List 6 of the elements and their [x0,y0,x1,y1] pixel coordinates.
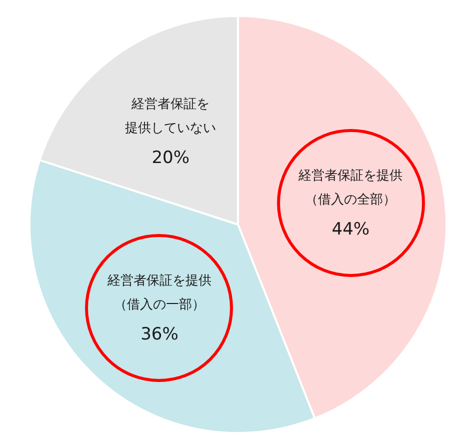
slice-label: 経営者保証を提供していない [125,97,216,136]
data-label: 36% [140,324,178,345]
slice-label: 経営者保証を提供（借入の一部） [106,273,212,312]
data-label: 44% [332,219,370,240]
slice-label: 経営者保証を提供（借入の全部） [298,168,403,208]
data-label: 20% [152,148,190,168]
